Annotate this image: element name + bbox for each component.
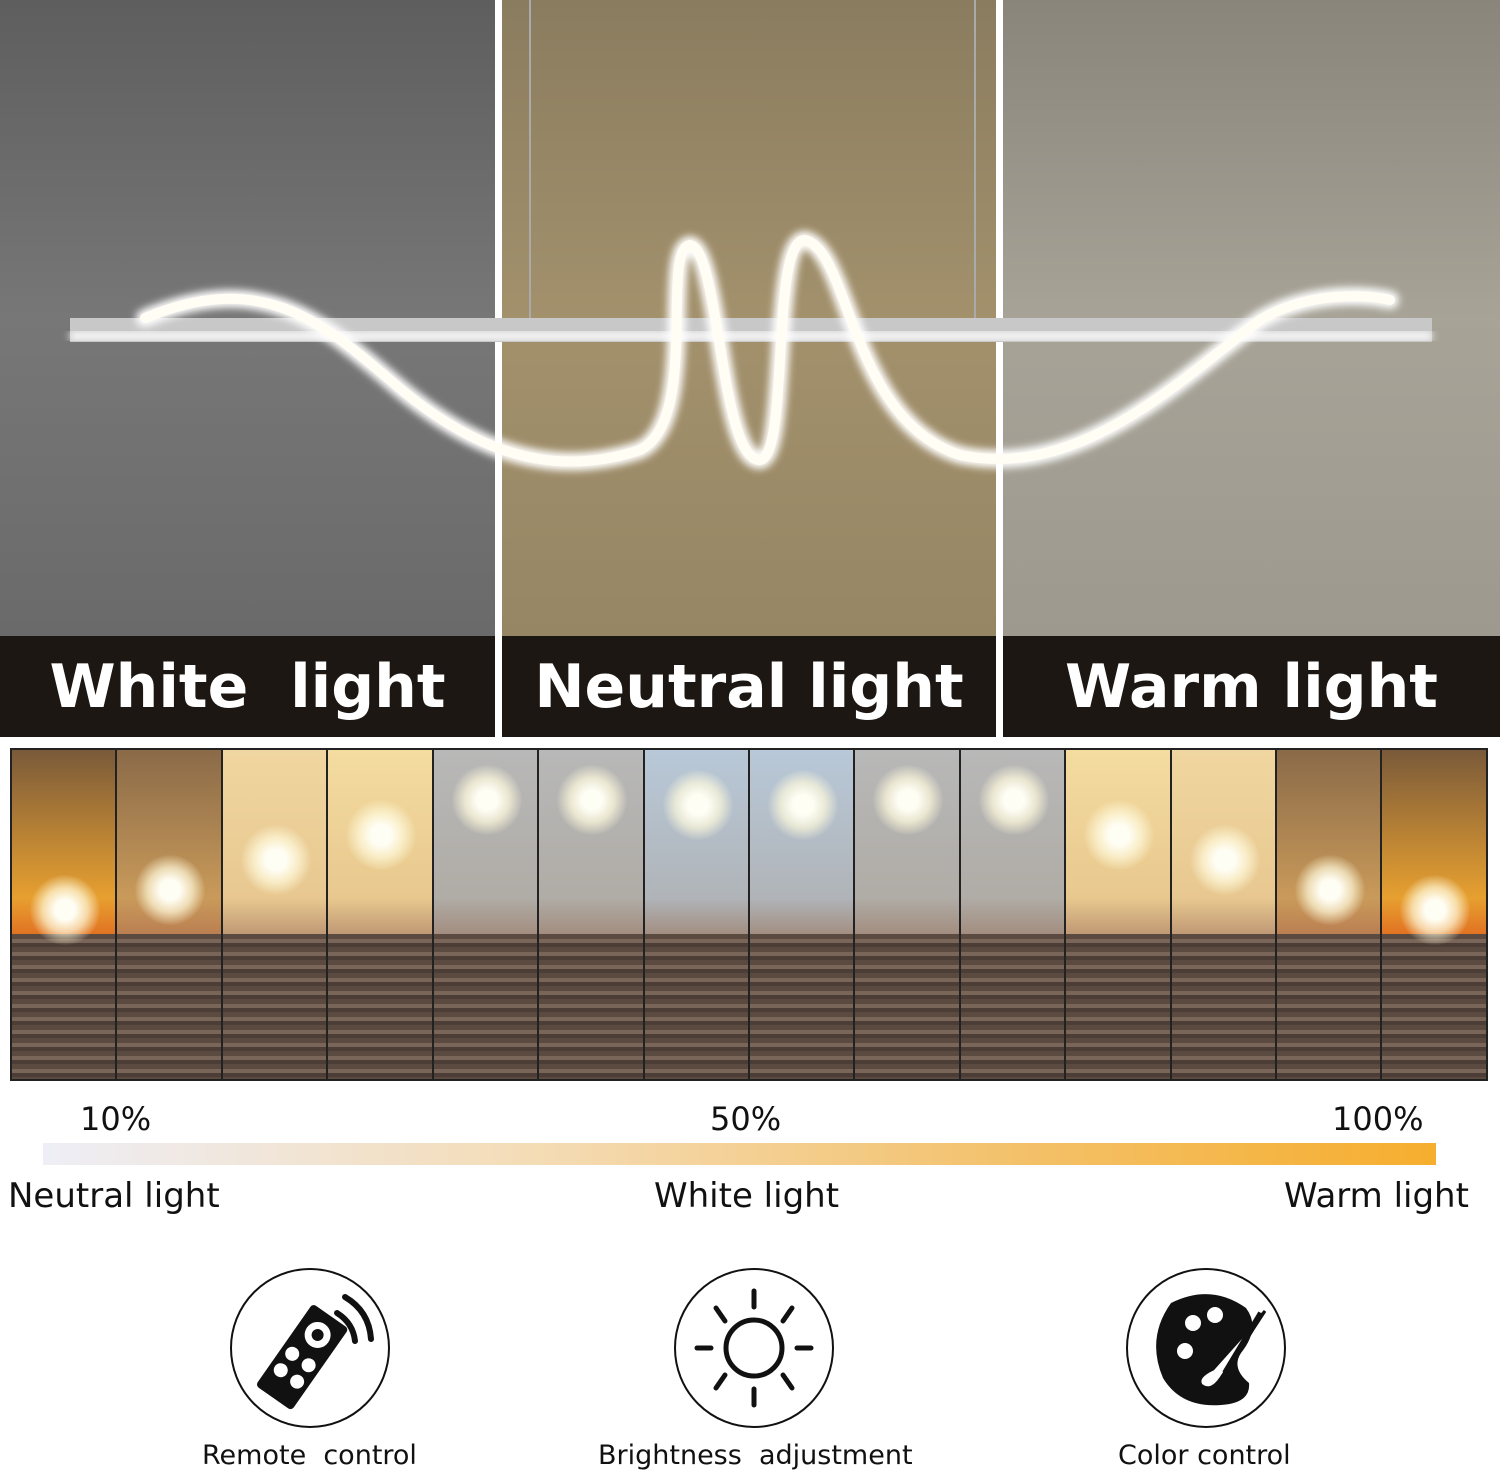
color-strip xyxy=(749,750,856,1079)
caption-neutral: Neutral light xyxy=(8,1176,220,1216)
color-strip xyxy=(855,750,961,1079)
palette-icon xyxy=(1126,1268,1286,1428)
sun xyxy=(346,800,417,870)
sun xyxy=(662,770,733,840)
sea xyxy=(1277,934,1381,1079)
color-strip xyxy=(328,750,434,1079)
color-strip xyxy=(1382,750,1486,1079)
sun xyxy=(978,765,1049,835)
warm-light-label: Warm light xyxy=(1003,636,1500,737)
tick-50: 50% xyxy=(710,1100,782,1138)
remote-control-label: Remote control xyxy=(202,1440,417,1471)
sea xyxy=(1171,934,1276,1079)
pendant-lamp-image xyxy=(70,0,1432,471)
color-strip xyxy=(1171,750,1278,1079)
sun xyxy=(1189,825,1260,895)
sea xyxy=(433,934,538,1079)
brightness-adjustment-label: Brightness adjustment xyxy=(598,1440,913,1471)
tick-10: 10% xyxy=(80,1100,152,1138)
sun-icon xyxy=(674,1268,834,1428)
sun xyxy=(240,825,311,895)
sea xyxy=(328,934,432,1079)
color-strip xyxy=(433,750,540,1079)
sea xyxy=(117,934,221,1079)
color-strip xyxy=(960,750,1067,1079)
sea xyxy=(12,934,116,1079)
sea xyxy=(855,934,959,1079)
sun xyxy=(135,855,206,925)
sea xyxy=(222,934,327,1079)
caption-white: White light xyxy=(654,1176,840,1216)
sun xyxy=(1400,875,1471,945)
neutral-light-label: Neutral light xyxy=(502,636,996,737)
color-control-label: Color control xyxy=(1118,1440,1291,1471)
color-strip xyxy=(117,750,223,1079)
sun xyxy=(1084,800,1155,870)
sea xyxy=(749,934,854,1079)
color-strip xyxy=(12,750,118,1079)
white-light-label: White light xyxy=(0,636,495,737)
sea xyxy=(1066,934,1170,1079)
remote-control-icon xyxy=(230,1268,390,1428)
tick-100: 100% xyxy=(1332,1100,1424,1138)
color-strip xyxy=(539,750,645,1079)
color-strip xyxy=(644,750,750,1079)
color-gradient-bar xyxy=(43,1143,1436,1165)
sun xyxy=(873,765,944,835)
sun xyxy=(767,770,838,840)
sun xyxy=(557,765,628,835)
color-strip xyxy=(1277,750,1383,1079)
sun xyxy=(451,765,522,835)
sea xyxy=(960,934,1065,1079)
sea xyxy=(644,934,748,1079)
color-temperature-strips xyxy=(10,748,1488,1081)
sea xyxy=(1382,934,1486,1079)
caption-warm: Warm light xyxy=(1284,1176,1469,1216)
sea xyxy=(539,934,643,1079)
sun xyxy=(30,875,100,945)
color-strip xyxy=(222,750,329,1079)
sun xyxy=(1295,855,1366,925)
color-strip xyxy=(1066,750,1172,1079)
